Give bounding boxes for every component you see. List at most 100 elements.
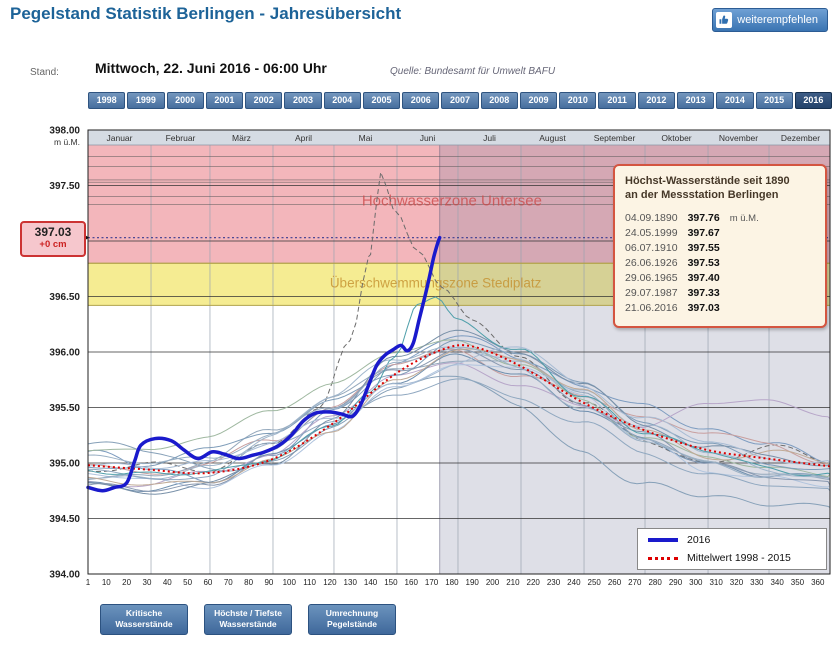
svg-text:März: März <box>232 133 251 143</box>
year-tab-2005[interactable]: 2005 <box>362 92 401 109</box>
svg-text:160: 160 <box>405 578 419 587</box>
svg-text:220: 220 <box>527 578 541 587</box>
svg-text:394.00: 394.00 <box>49 570 80 581</box>
svg-text:Hochwasserzone Untersee: Hochwasserzone Untersee <box>362 192 542 209</box>
svg-text:100: 100 <box>283 578 297 587</box>
current-level-value: 397.03 <box>34 225 72 239</box>
svg-text:30: 30 <box>143 578 152 587</box>
svg-text:240: 240 <box>567 578 581 587</box>
year-tab-2003[interactable]: 2003 <box>284 92 322 109</box>
current-level-callout: 397.03 +0 cm <box>20 221 86 257</box>
svg-text:110: 110 <box>303 578 316 587</box>
svg-text:Juli: Juli <box>483 133 496 143</box>
stand-datetime: Mittwoch, 22. Juni 2016 - 06:00 Uhr <box>95 60 327 76</box>
svg-text:m ü.M.: m ü.M. <box>54 137 80 147</box>
svg-text:320: 320 <box>730 578 744 587</box>
svg-text:Überschwemmungszone Stediplatz: Überschwemmungszone Stediplatz <box>330 276 542 291</box>
legend-item: Mittelwert 1998 - 2015 <box>648 552 816 564</box>
button-umrechnung-pegelstaende[interactable]: Umrechnung Pegelstände <box>308 604 396 635</box>
svg-text:20: 20 <box>122 578 131 587</box>
record-entry: 21.06.2016 397.03 <box>625 301 720 314</box>
year-tab-2011[interactable]: 2011 <box>598 92 636 109</box>
svg-text:260: 260 <box>608 578 622 587</box>
legend-label: 2016 <box>687 534 711 546</box>
stand-label: Stand: <box>30 67 59 78</box>
svg-text:310: 310 <box>709 578 723 587</box>
year-tab-2015[interactable]: 2015 <box>755 92 793 109</box>
svg-text:November: November <box>719 133 758 143</box>
record-levels-title-line2: an der Messstation Berlingen <box>625 189 779 202</box>
svg-text:200: 200 <box>486 578 500 587</box>
year-tab-1998[interactable]: 1998 <box>88 92 126 109</box>
svg-text:396.50: 396.50 <box>49 292 80 303</box>
svg-text:1: 1 <box>86 578 91 587</box>
svg-text:40: 40 <box>163 578 172 587</box>
record-levels-box: Höchst-Wasserstände seit 1890 an der Mes… <box>613 164 827 328</box>
svg-text:360: 360 <box>811 578 825 587</box>
thumbs-up-icon <box>716 12 733 28</box>
svg-text:September: September <box>594 133 636 143</box>
svg-text:10: 10 <box>102 578 111 587</box>
svg-text:80: 80 <box>244 578 253 587</box>
legend-item: 2016 <box>648 534 816 546</box>
svg-text:Januar: Januar <box>107 133 133 143</box>
svg-text:398.00: 398.00 <box>49 126 80 137</box>
svg-text:120: 120 <box>323 578 337 587</box>
year-tab-2002[interactable]: 2002 <box>245 92 283 109</box>
legend-swatch-solid <box>648 538 678 542</box>
svg-text:280: 280 <box>648 578 662 587</box>
bottom-buttons: Kritische Wasserstände Höchste / Tiefste Wa… <box>100 604 396 635</box>
button-hoechste-tiefste-wasserstaende[interactable]: Höchste / Tiefste Wasserstände <box>204 604 292 635</box>
year-tab-2006[interactable]: 2006 <box>402 92 440 109</box>
button-kritische-wasserstaende[interactable]: Kritische Wasserstände <box>100 604 188 635</box>
year-tab-2000[interactable]: 2000 <box>166 92 204 109</box>
svg-text:394.50: 394.50 <box>49 514 80 525</box>
year-tab-2013[interactable]: 2013 <box>676 92 715 109</box>
svg-text:340: 340 <box>770 578 784 587</box>
svg-text:August: August <box>539 133 566 143</box>
record-entry: 26.06.1926 397.53 <box>625 256 720 269</box>
svg-text:395.50: 395.50 <box>49 403 80 414</box>
year-tab-2010[interactable]: 2010 <box>559 92 597 109</box>
recommend-button[interactable]: weiterempfehlen <box>712 8 828 32</box>
svg-text:250: 250 <box>588 578 602 587</box>
svg-text:170: 170 <box>425 578 439 587</box>
svg-text:140: 140 <box>364 578 378 587</box>
year-tab-2014[interactable]: 2014 <box>716 92 754 109</box>
recommend-label: weiterempfehlen <box>737 14 818 26</box>
record-entry: 04.09.1890 397.76 m ü.M. <box>625 211 759 224</box>
record-entry: 06.07.1910 397.55 <box>625 241 720 254</box>
svg-text:270: 270 <box>628 578 642 587</box>
year-tab-1999[interactable]: 1999 <box>127 92 165 109</box>
year-tab-2007[interactable]: 2007 <box>441 92 479 109</box>
year-tab-2001[interactable]: 2001 <box>205 92 244 109</box>
source-note: Quelle: Bundesamt für Umwelt BAFU <box>390 66 556 77</box>
record-entry: 29.07.1987 397.33 <box>625 286 720 299</box>
chart-legend: 2016 Mittelwert 1998 - 2015 <box>637 528 827 570</box>
svg-text:395.00: 395.00 <box>49 459 80 470</box>
year-tab-2016[interactable]: 2016 <box>794 92 833 109</box>
year-tab-2004[interactable]: 2004 <box>323 92 361 109</box>
svg-text:330: 330 <box>750 578 764 587</box>
svg-text:130: 130 <box>344 578 358 587</box>
page-title: Pegelstand Statistik Berlingen - Jahresü… <box>10 4 402 23</box>
svg-text:230: 230 <box>547 578 561 587</box>
year-tab-2012[interactable]: 2012 <box>637 92 675 109</box>
svg-text:Mai: Mai <box>359 133 373 143</box>
svg-text:60: 60 <box>203 578 212 587</box>
svg-text:Dezember: Dezember <box>781 133 820 143</box>
svg-text:50: 50 <box>183 578 192 587</box>
record-entry: 29.06.1965 397.40 <box>625 271 720 284</box>
year-tabs: 1998 1999 2000 2001 2002 2003 2004 2005 2006 2007… <box>88 92 833 109</box>
svg-text:Oktober: Oktober <box>661 133 691 143</box>
year-tab-2009[interactable]: 2009 <box>519 92 558 109</box>
year-tab-2008[interactable]: 2008 <box>480 92 518 109</box>
svg-text:150: 150 <box>384 578 398 587</box>
svg-text:70: 70 <box>224 578 233 587</box>
record-levels-list: 04.09.1890 397.76 m ü.M. 24.05.1999 397.67 06… <box>625 211 815 316</box>
svg-text:Februar: Februar <box>166 133 196 143</box>
record-levels-title-line1: Höchst-Wasserstände seit 1890 <box>625 175 790 187</box>
svg-text:350: 350 <box>791 578 805 587</box>
current-level-delta: +0 cm <box>39 239 67 250</box>
svg-text:Juni: Juni <box>420 133 436 143</box>
